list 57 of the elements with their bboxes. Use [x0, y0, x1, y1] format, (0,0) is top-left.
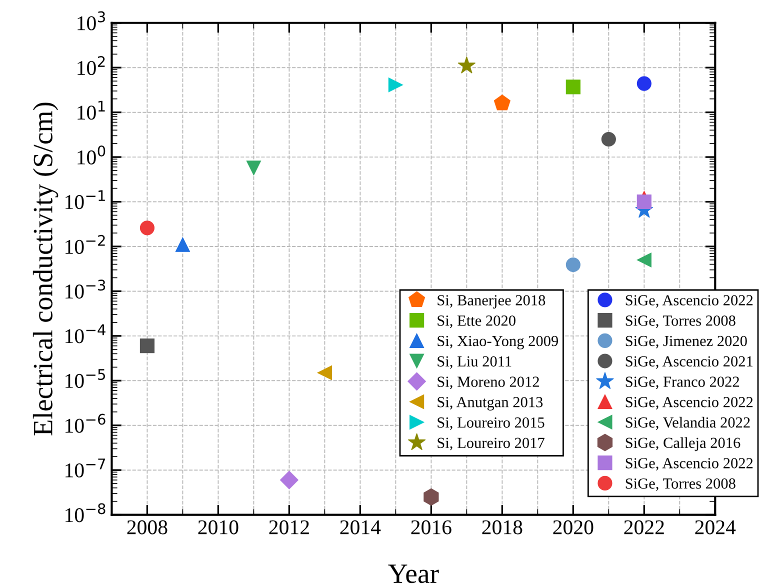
y-axis-title: Electrical conductivity (S/cm): [32, 102, 58, 436]
y-tick-label: 10$^{−2}$: [66, 234, 105, 254]
point: [458, 56, 476, 74]
y-tick-label: 10$^{−7}$: [66, 458, 106, 478]
y-tick-label: 10$^{−4}$: [66, 324, 106, 344]
x-tick-label: 2010: [198, 520, 238, 534]
y-tick-label: 10$^{3}$: [78, 11, 105, 30]
x-tick-label: 2014: [340, 520, 381, 534]
legend-label: SiGe, Ascencio 2022: [626, 396, 753, 410]
y-tick-label: 10$^{−3}$: [66, 280, 106, 299]
x-tick-label: 2020: [553, 520, 594, 534]
y-tick-label: 10$^{−6}$: [66, 414, 106, 433]
point: [636, 194, 652, 210]
legend-label: SiGe, Torres 2008: [626, 478, 736, 491]
x-tick-label: 2016: [411, 520, 452, 534]
point: [494, 94, 510, 110]
point: [140, 338, 155, 354]
legend-label: Si, Banerjee 2018: [438, 295, 546, 309]
legend-label: SiGe, Ascencio 2022: [626, 458, 753, 471]
y-tick-label: 10$^{1}$: [78, 100, 105, 120]
point: [636, 252, 652, 268]
point: [636, 76, 652, 91]
x-tick-label: 2008: [127, 520, 168, 534]
legend-label: SiGe, Ascencio 2021: [626, 356, 752, 369]
y-tick-label: 10$^{−1}$: [66, 190, 105, 210]
point: [601, 132, 616, 147]
legend-label: SiGe, Calleja 2016: [626, 437, 740, 452]
legend-label: Si, Loureiro 2015: [438, 417, 544, 430]
x-tick-label: 2012: [269, 520, 309, 534]
point: [175, 237, 190, 252]
point: [388, 78, 403, 92]
x-tick-label: 2022: [624, 520, 664, 534]
legend-label: SiGe, Jimenez 2020: [626, 336, 747, 348]
point: [280, 470, 298, 490]
x-tick-label: 2024: [695, 520, 736, 534]
point: [566, 257, 580, 272]
point: [317, 365, 332, 380]
legend-label: Si, Loureiro 2017: [438, 438, 544, 450]
legend-label: Si, Anutgan 2013: [438, 396, 543, 410]
legend-label: Si, Liu 2011: [438, 356, 512, 369]
y-tick-label: 10$^{2}$: [78, 56, 105, 76]
point: [566, 80, 580, 94]
legend-label: Si, Xiao-Yong 2009: [438, 336, 558, 350]
legend-label: SiGe, Torres 2008: [626, 315, 736, 328]
point: [424, 488, 439, 506]
point: [140, 220, 155, 236]
x-tick-label: 2018: [482, 520, 522, 534]
y-tick-label: 10$^{−8}$: [66, 503, 106, 522]
legend-label: SiGe, Franco 2022: [626, 376, 739, 390]
legend-label: Si, Moreno 2012: [438, 376, 539, 390]
y-tick-label: 10$^{0}$: [78, 145, 106, 164]
legend-label: SiGe, Velandia 2022: [626, 416, 750, 430]
legend-label: SiGe, Ascencio 2022: [626, 295, 753, 308]
y-tick-label: 10$^{−5}$: [66, 369, 105, 388]
legend-label: Si, Ette 2020: [438, 315, 516, 328]
x-axis-title: Year: [388, 564, 439, 584]
point: [246, 160, 261, 176]
